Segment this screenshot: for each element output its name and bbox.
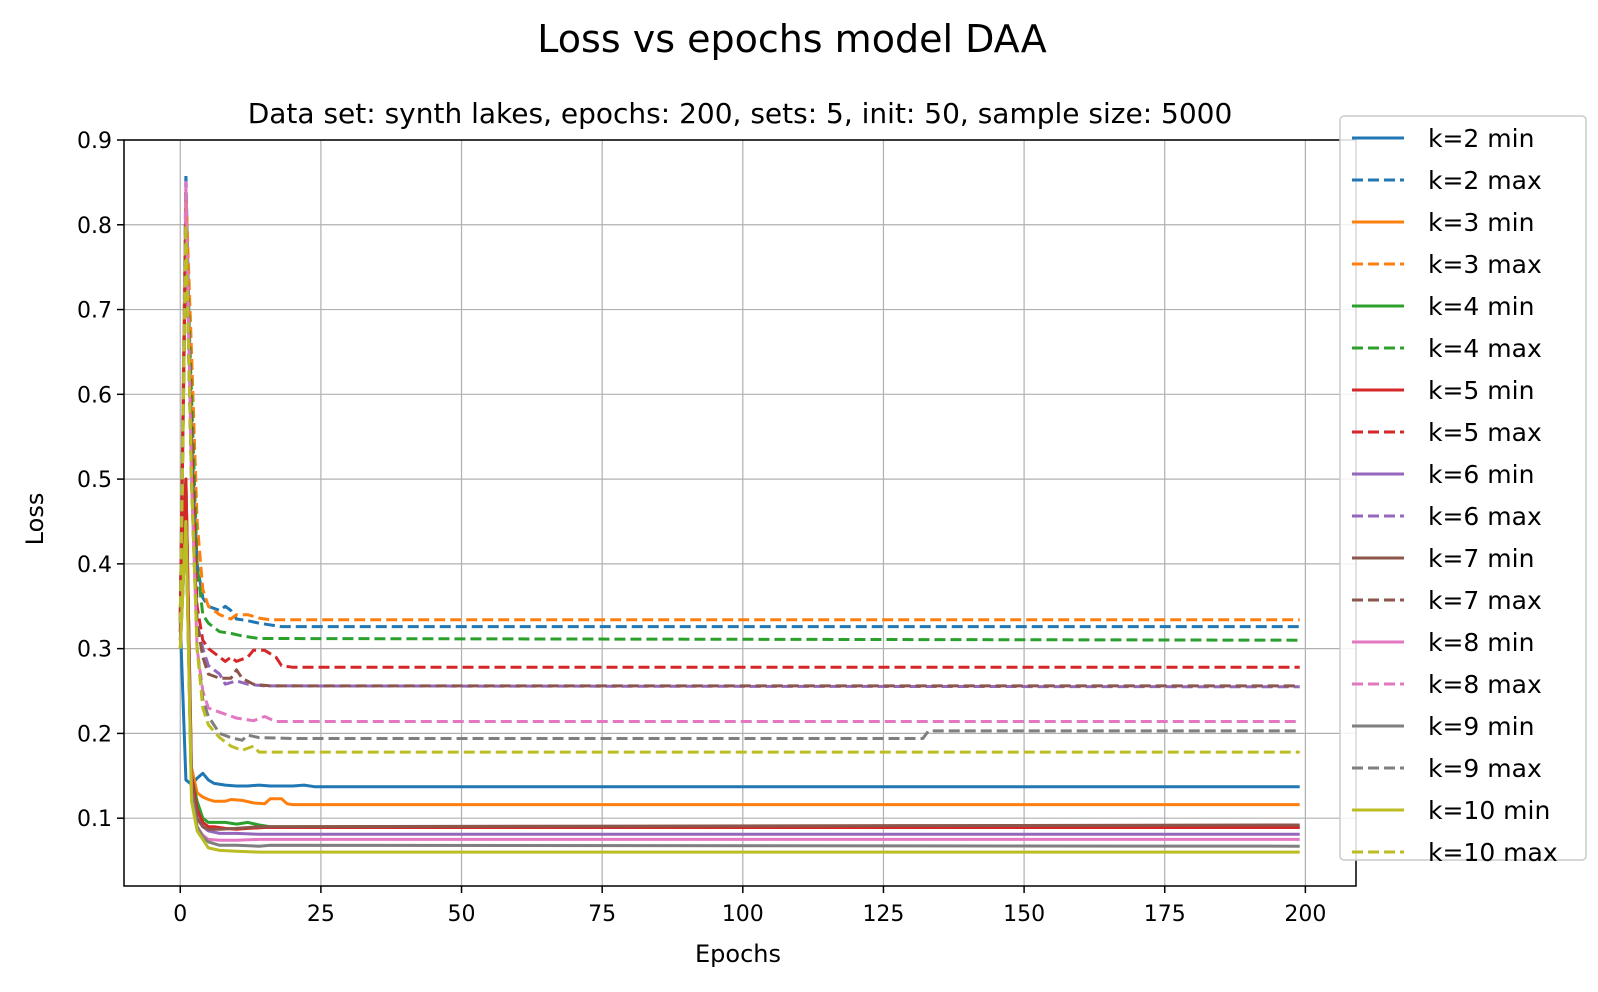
series-line-k-4-max [178, 223, 1300, 642]
y-tick-label: 0.9 [77, 129, 112, 154]
legend: k=2 min k=2 max k=3 min k=3 max k=4 min k=4 m… [1339, 115, 1587, 867]
y-tick-label: 0.6 [77, 383, 112, 408]
legend-label: k=8 min [1428, 628, 1534, 657]
x-tick-label: 100 [722, 902, 764, 927]
series-line-k-8-max [178, 180, 1300, 723]
x-tick-label: 200 [1284, 902, 1326, 927]
legend-label: k=4 max [1428, 334, 1542, 363]
legend-label: k=10 min [1428, 796, 1550, 825]
y-tick-label: 0.8 [77, 214, 112, 239]
plot-area-frame [123, 139, 1357, 887]
legend-label: k=4 min [1428, 292, 1534, 321]
series-line-k-2-max [178, 172, 1300, 629]
legend-label: k=3 max [1428, 250, 1542, 279]
series-line-k-10-max [178, 223, 1300, 754]
series-line-k-3-min [178, 477, 1300, 807]
x-tick-label: 175 [1144, 902, 1186, 927]
y-tick-label: 0.1 [77, 807, 112, 832]
series-line-k-5-min [178, 477, 1300, 831]
y-tick-label: 0.5 [77, 468, 112, 493]
legend-label: k=7 max [1428, 586, 1542, 615]
series-line-k-9-max [178, 223, 1300, 742]
x-tick-label: 0 [173, 902, 187, 927]
legend-label: k=2 min [1428, 124, 1534, 153]
x-tick-label: 75 [588, 902, 616, 927]
series-layer [178, 172, 1300, 854]
y-tick-label: 0.3 [77, 638, 112, 663]
x-axis-ticks: 0 25 50 75 100 125 150 175 200 [173, 886, 1326, 927]
legend-label: k=6 max [1428, 502, 1542, 531]
series-line-k-9-min [178, 520, 1300, 848]
legend-label: k=10 max [1428, 838, 1558, 867]
legend-label: k=5 max [1428, 418, 1542, 447]
series-line-k-5-max [178, 223, 1300, 669]
legend-label: k=2 max [1428, 166, 1542, 195]
x-tick-label: 50 [448, 902, 476, 927]
legend-label: k=5 min [1428, 376, 1534, 405]
chart-title: Loss vs epochs model DAA [537, 17, 1046, 61]
series-line-k-8-min [178, 520, 1300, 842]
y-tick-label: 0.2 [77, 722, 112, 747]
x-tick-label: 25 [307, 902, 335, 927]
legend-label: k=7 min [1428, 544, 1534, 573]
legend-label: k=3 min [1428, 208, 1534, 237]
x-tick-label: 125 [862, 902, 904, 927]
series-line-k-4-min [178, 477, 1300, 829]
grid-lines [124, 139, 1356, 886]
series-line-k-3-max [178, 189, 1300, 622]
y-tick-label: 0.4 [77, 553, 112, 578]
legend-label: k=8 max [1428, 670, 1542, 699]
y-tick-label: 0.7 [77, 299, 112, 324]
series-line-k-7-min [178, 520, 1300, 831]
series-line-k-7-max [178, 223, 1300, 688]
y-axis-ticks: 0.1 0.2 0.3 0.4 0.5 0.6 0.7 0.8 0.9 [77, 129, 124, 832]
x-tick-label: 150 [1003, 902, 1045, 927]
legend-label: k=6 min [1428, 460, 1534, 489]
legend-label: k=9 max [1428, 754, 1542, 783]
series-line-k-6-max [178, 223, 1300, 689]
legend-box [1339, 115, 1587, 861]
series-line-k-10-min [178, 520, 1300, 854]
x-axis-label: Epochs [695, 940, 781, 968]
series-line-k-2-min [178, 623, 1300, 789]
legend-label: k=9 min [1428, 712, 1534, 741]
chart-subtitle: Data set: synth lakes, epochs: 200, sets… [248, 97, 1233, 130]
y-axis-label: Loss [21, 493, 49, 546]
